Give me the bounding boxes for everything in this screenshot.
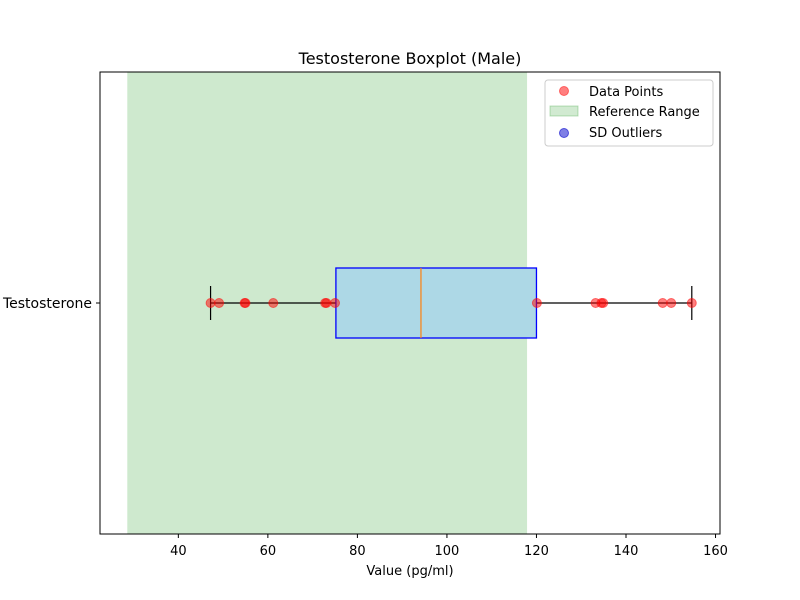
legend-reference-range-label: Reference Range (589, 105, 700, 120)
data-point (666, 298, 677, 308)
x-axis: 40 60 80 100 120 140 160 (170, 534, 728, 559)
legend-frame (544, 79, 714, 147)
data-point (598, 298, 609, 308)
y-axis: Testosterone (2, 296, 100, 312)
data-point (686, 298, 697, 308)
x-tick-label: 100 (435, 544, 460, 559)
legend-entry-sd-outliers: SD Outliers (559, 126, 663, 141)
legend: Data Points Reference Range SD Outliers (544, 79, 714, 147)
data-point (531, 298, 542, 308)
legend-data-points-marker (559, 86, 569, 96)
x-tick-label: 80 (349, 544, 366, 559)
x-tick-label: 160 (703, 544, 728, 559)
chart-title: Testosterone Boxplot (Male) (298, 49, 522, 68)
data-point (240, 298, 251, 308)
x-axis-label: Value (pg/ml) (366, 564, 453, 579)
legend-reference-range-patch (549, 105, 579, 117)
data-point (321, 298, 332, 308)
data-point (268, 298, 279, 308)
y-tick-label: Testosterone (2, 296, 92, 312)
x-tick-label: 40 (170, 544, 187, 559)
legend-data-points-label: Data Points (589, 85, 663, 100)
x-tick-label: 120 (524, 544, 549, 559)
data-point (214, 298, 225, 308)
legend-entry-data-points: Data Points (559, 85, 663, 100)
x-tick-label: 60 (260, 544, 277, 559)
x-tick-label: 140 (614, 544, 639, 559)
points-layer (205, 298, 697, 308)
legend-sd-outliers-marker (559, 128, 569, 138)
data-point (330, 298, 341, 308)
iqr-box (335, 267, 538, 339)
legend-entry-reference-range: Reference Range (549, 105, 700, 120)
legend-sd-outliers-label: SD Outliers (589, 126, 663, 141)
data-point (205, 298, 216, 308)
data-point (657, 298, 668, 308)
